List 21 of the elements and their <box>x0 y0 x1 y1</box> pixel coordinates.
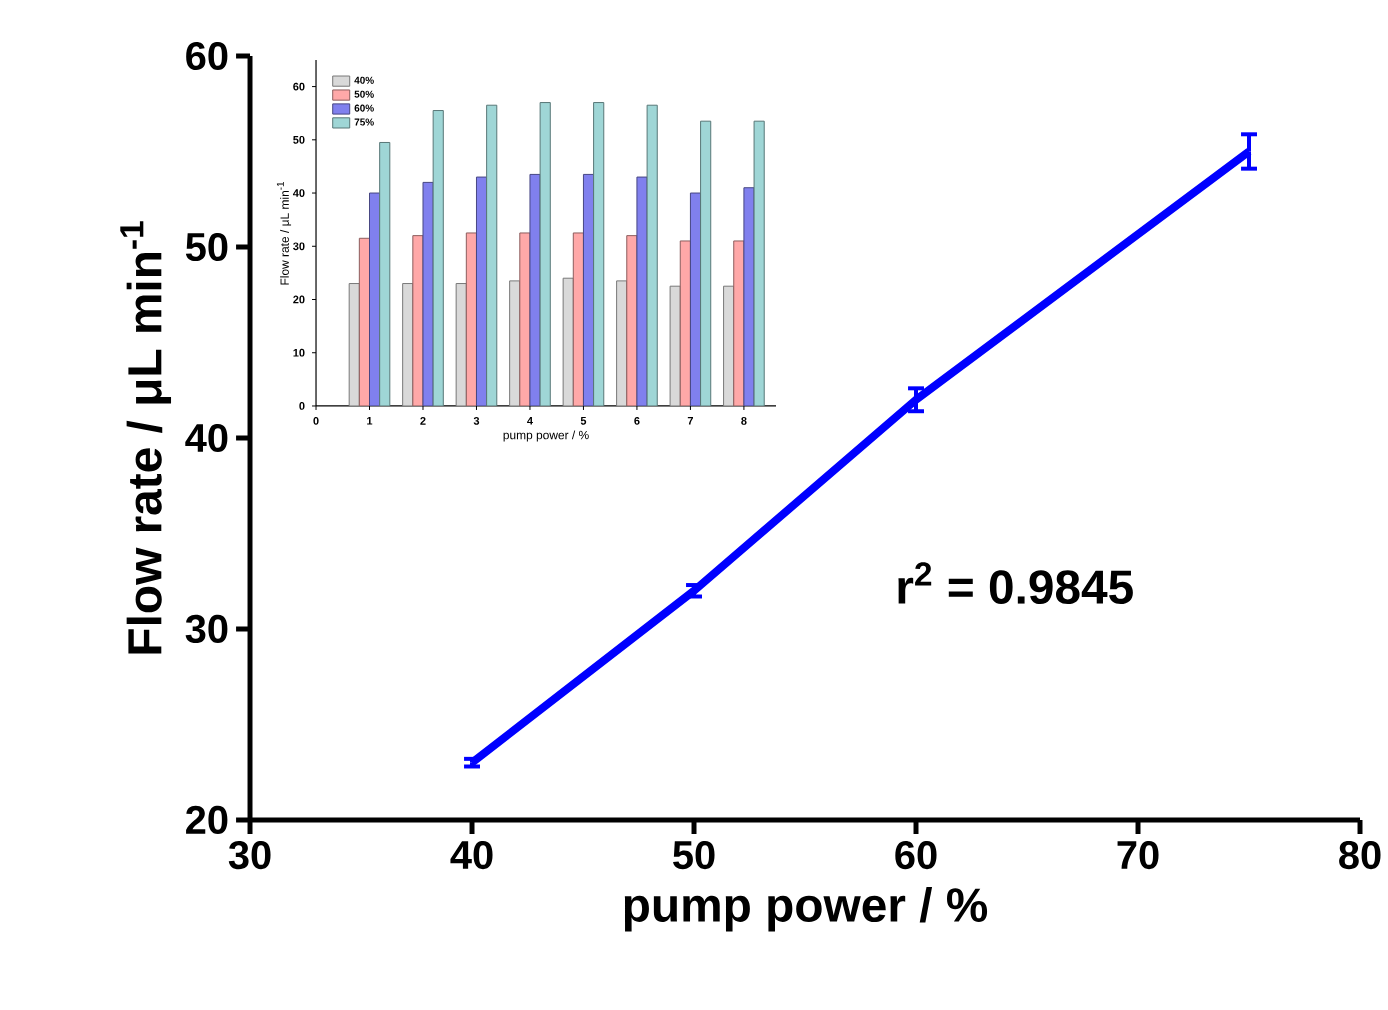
x-tick-label: 80 <box>1339 840 1381 870</box>
y-tick-label: 50 <box>185 232 228 262</box>
bar <box>432 110 444 406</box>
bar <box>753 120 765 406</box>
bar <box>379 141 391 406</box>
y-tick-label: 20 <box>186 805 228 835</box>
x-tick-label: 60 <box>895 840 937 870</box>
x-tick-label: 40 <box>450 840 493 870</box>
x-tick-label: 30 <box>228 840 271 870</box>
annotation: r$^{2}$ = 0.9845 <box>898 562 1133 605</box>
bar <box>486 104 498 406</box>
y-tick-label: 60 <box>186 41 228 71</box>
x-tick-label: 50 <box>673 840 715 870</box>
x-axis-title: pump power / % <box>624 886 988 932</box>
y-axis-title: Flow rate / μL min$^{-1}$ <box>120 221 172 654</box>
bar <box>700 120 712 406</box>
bar <box>646 104 658 406</box>
bar <box>593 102 605 406</box>
bar <box>539 102 551 406</box>
x-tick-label: 70 <box>1117 840 1159 870</box>
y-tick-label: 30 <box>185 614 228 644</box>
